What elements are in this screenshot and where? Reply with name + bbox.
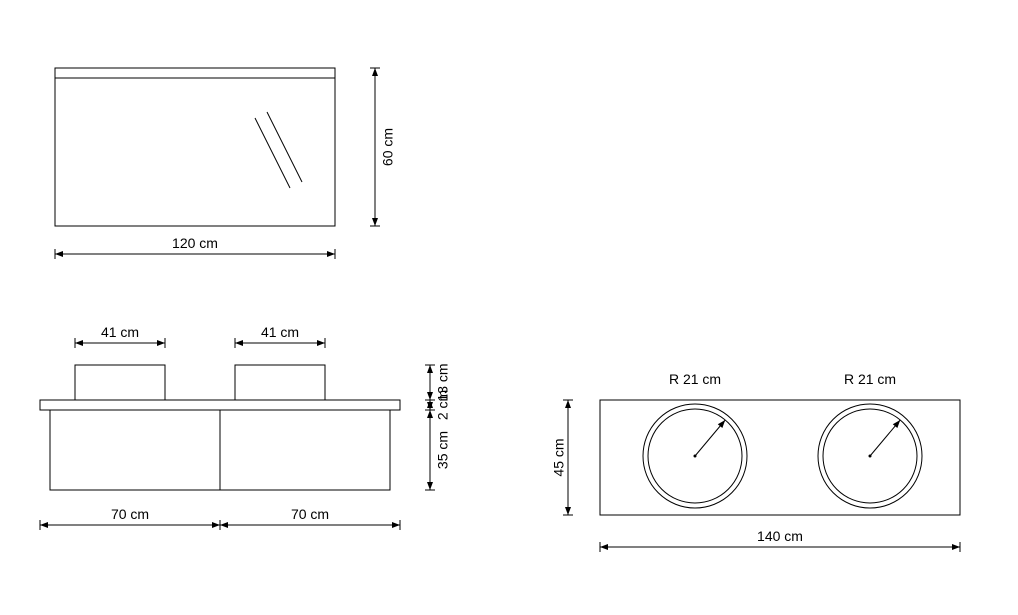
top-height-dim: 45 cm <box>551 438 567 476</box>
top-width-dim: 140 cm <box>757 528 803 544</box>
vanity-front-view <box>40 365 400 490</box>
cabinet-left-width-dim: 70 cm <box>111 506 149 522</box>
sink-radius-label-1: R 21 cm <box>844 371 896 387</box>
front-stack-dim-2: 35 cm <box>435 431 451 469</box>
basin-width-dim-1: 41 cm <box>261 324 299 340</box>
vanity-top-view <box>600 400 960 515</box>
mirror-front-view <box>55 68 335 226</box>
sink-radius-label-0: R 21 cm <box>669 371 721 387</box>
cabinet-right-width-dim: 70 cm <box>291 506 329 522</box>
mirror-width-dim: 120 cm <box>172 235 218 251</box>
mirror-height-dim: 60 cm <box>380 128 396 166</box>
front-stack-dim-1: 2 cm <box>435 390 451 420</box>
basin-width-dim-0: 41 cm <box>101 324 139 340</box>
